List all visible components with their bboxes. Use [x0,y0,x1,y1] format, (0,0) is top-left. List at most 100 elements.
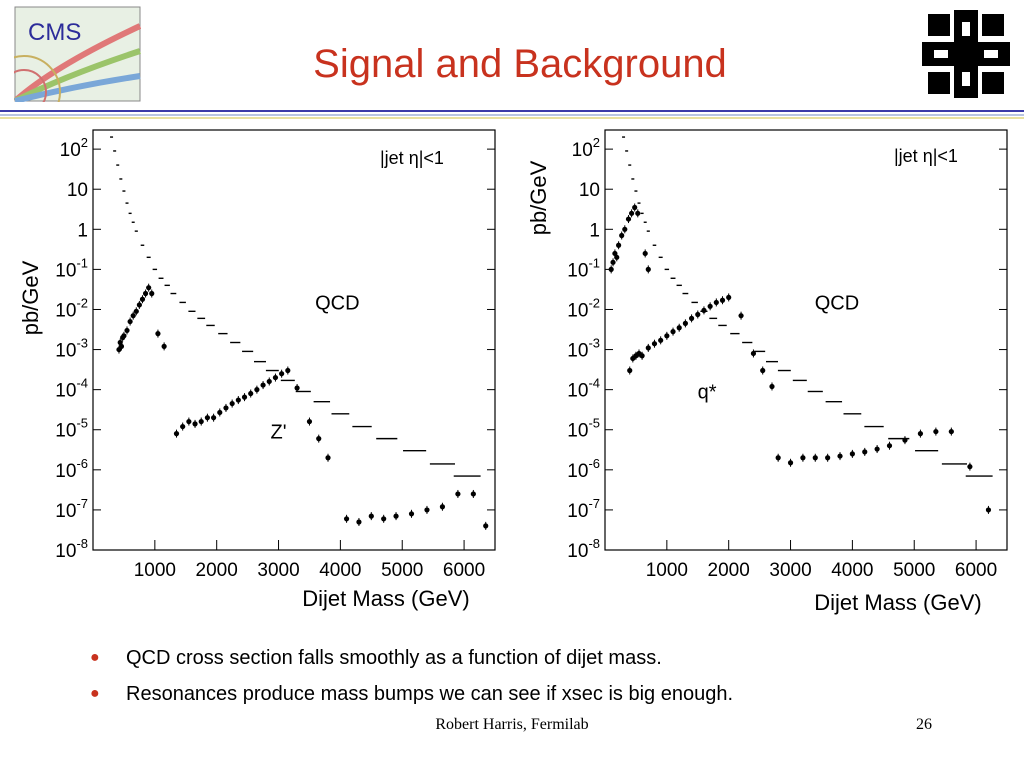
signal-point [180,423,186,430]
y-tick-label: 10-2 [55,295,88,321]
y-tick-label: 10-8 [567,536,600,562]
signal-point [306,418,313,425]
signal-point [635,210,641,216]
signal-point [211,415,217,421]
signal-point [760,367,766,374]
signal-point [849,451,855,457]
page-number: 26 [916,716,932,733]
signal-point [670,329,676,335]
signal-point [874,446,880,452]
x-tick-label: 5000 [381,560,423,581]
signal-point [192,421,198,427]
signal-point [701,307,707,313]
bullet-dot-icon: ● [90,649,100,666]
chart-annotation: q* [698,382,717,404]
cms-logo: CMS [14,6,141,102]
x-axis-label: Dijet Mass (GeV) [814,590,981,615]
signal-point [136,302,142,308]
x-tick-label: 2000 [196,560,238,581]
signal-point [610,259,616,265]
signal-point [622,226,628,232]
signal-point [775,455,781,461]
signal-point [628,210,635,216]
x-tick-label: 3000 [769,560,811,581]
y-tick-label: 10-3 [55,336,88,362]
signal-point [738,313,744,319]
signal-point [707,303,713,309]
signal-point [837,453,843,459]
signal-point [682,320,688,326]
signal-point [676,325,682,331]
plot-frame [604,129,1008,551]
y-tick-label: 10-7 [55,496,88,522]
bullet-text: Resonances produce mass bumps we can see… [126,683,734,705]
signal-point [439,504,446,510]
signal-point [356,519,362,525]
signal-point [812,455,818,461]
signal-point [455,491,461,497]
x-tick-label: 6000 [955,560,997,581]
chart-annotation: QCD [315,292,359,314]
y-axis-label: pb/GeV [526,160,551,235]
y-tick-label: 1 [77,220,88,241]
signal-point [279,371,285,377]
signal-point [124,327,130,334]
signal-point [130,313,136,319]
x-tick-label: 4000 [319,560,361,581]
header-rule [0,110,1024,119]
signal-point [750,350,757,357]
signal-point [254,387,260,393]
signal-point [139,296,146,302]
signal-point [483,523,489,529]
signal-point [198,418,204,425]
signal-point [619,232,625,239]
signal-point [393,513,399,519]
y-tick-label: 10-3 [567,336,600,362]
y-axis-label: pb/GeV [18,260,43,335]
signal-point [368,513,374,519]
y-tick-label: 10-6 [55,456,88,482]
signal-point [235,397,241,403]
signal-point [800,455,806,461]
x-tick-label: 1000 [134,560,176,581]
signal-point [608,266,614,272]
signal-point [142,290,149,297]
plot-qstar: pb/GeV Dijet Mass (GeV) |jet η|<1 102 10 1… [526,129,1008,615]
signal-point [726,294,732,301]
y-tick-label: 1 [589,220,600,241]
signal-point [614,254,620,260]
y-tick-label: 10-5 [567,416,600,442]
signal-point [118,343,125,349]
signal-point [155,331,161,337]
signal-point [149,290,155,297]
y-tick-label: 10-1 [55,255,88,281]
signal-point [616,242,622,248]
signal-point [266,378,272,385]
signal-point [825,455,831,461]
signal-point [645,345,651,351]
chart-annotation: QCD [815,292,859,314]
signal-point [642,250,648,257]
x-tick-label: 1000 [646,560,688,581]
signal-point [408,511,415,517]
signal-point [229,400,235,407]
chart-annotation: Z' [271,422,287,444]
y-tick-label: 102 [60,135,88,161]
signal-point [217,409,223,416]
y-tick-label: 10 [579,180,600,201]
signal-point [695,311,701,318]
cms-logo-text: CMS [28,19,81,46]
y-tick-label: 10-2 [567,295,600,321]
signal-point [902,437,908,443]
signal-point [886,443,893,449]
y-tick-label: 10-6 [567,456,600,482]
y-tick-label: 10-7 [567,496,600,522]
signal-point [688,315,695,321]
signal-point [713,299,719,306]
eta-cut-label: |jet η|<1 [894,146,958,166]
signal-point [470,491,476,497]
signal-point [787,460,794,466]
signal-point [294,385,300,391]
y-tick-label: 10-4 [55,376,88,402]
signal-point [204,415,211,421]
